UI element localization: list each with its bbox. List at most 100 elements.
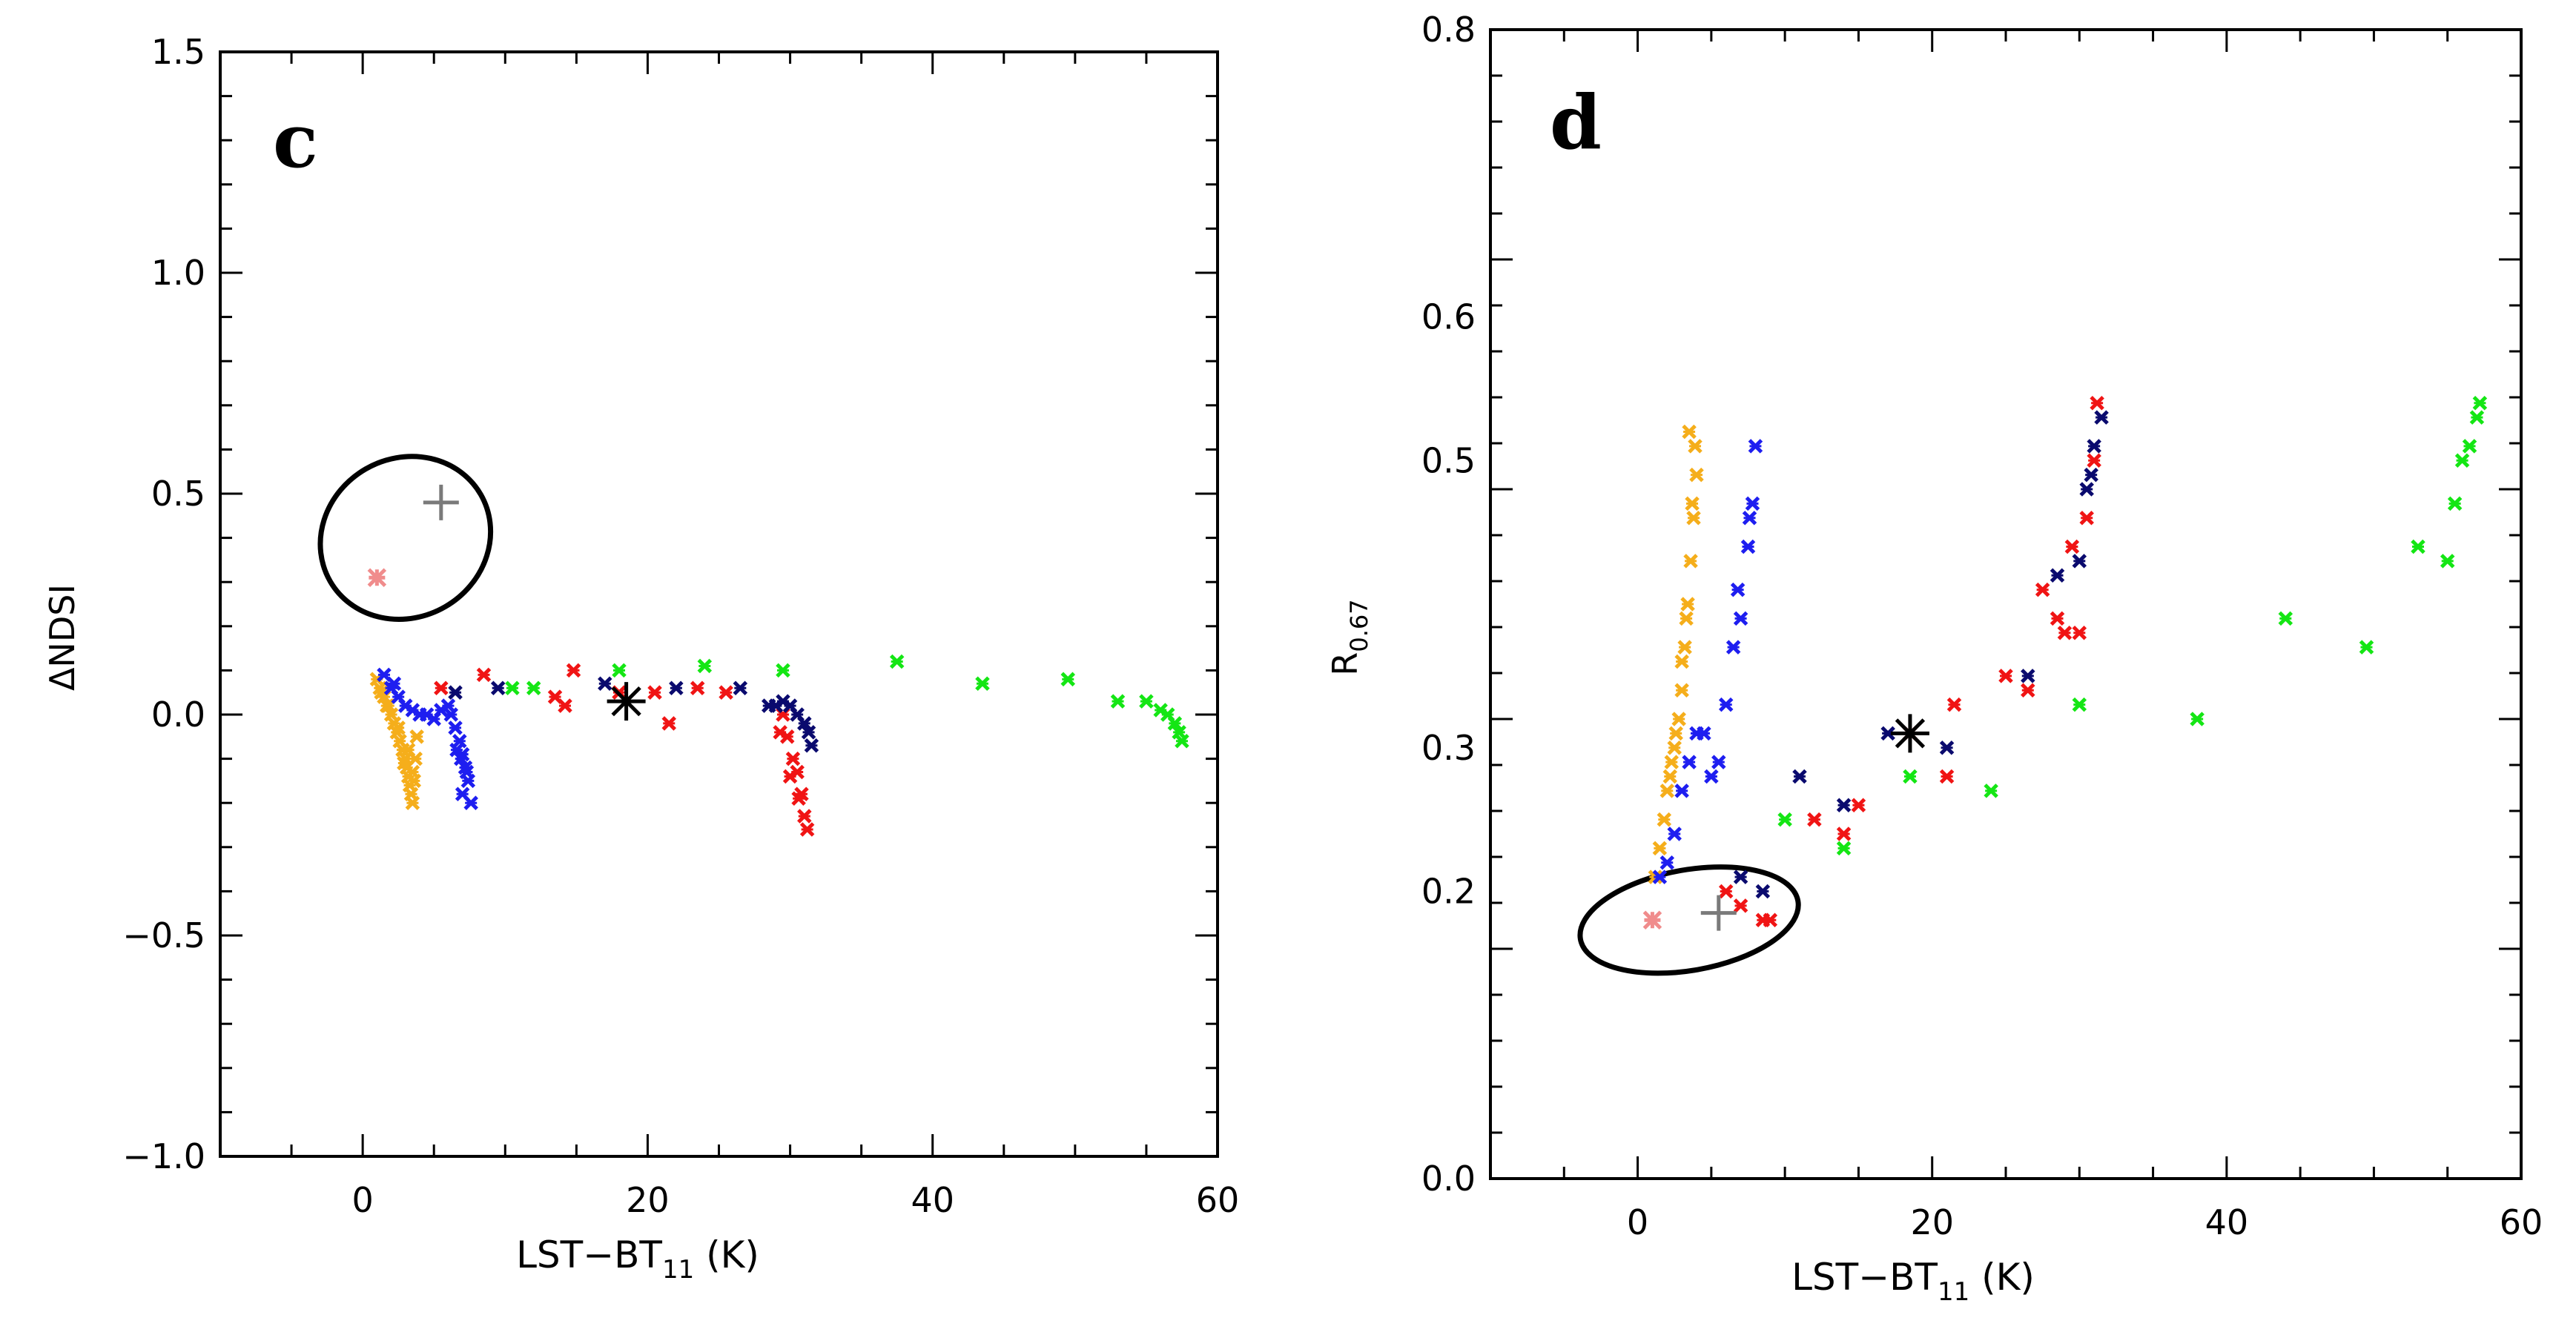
panel-d-point-orange [1686,510,1701,526]
panel-c-point-pink [367,568,387,588]
panel-c-point-red [799,822,815,837]
panel-d-point-green [2411,539,2425,554]
panel-d-point-orange [1682,424,1697,440]
panel-c-xlabel-sub: 11 [662,1255,694,1285]
panel-d-point-gray [1700,895,1737,931]
panel-c-point-green [1139,694,1154,709]
panel-d-point-orange [1659,784,1675,798]
panel-d-ytick-label: 0.6 [1421,297,1476,337]
panel-d-point-green [2469,410,2485,425]
panel-c-point-red [785,751,801,766]
panel-d-point-red [2035,582,2050,597]
panel-c-point-red [476,667,492,683]
panel-c-point-green [1175,733,1189,749]
panel-d-point-blue [1745,496,1760,511]
panel-d-ellipse-highlight [1577,864,1801,976]
panel-c-series-blue [377,667,478,810]
panel-d-point-red [2064,539,2080,554]
panel-d-point-green [2447,496,2463,511]
panel-d-point-green [1836,841,1852,856]
panel-c-point-blue [459,764,475,780]
panel-d-series-blue [1652,439,1763,884]
panel-d-point-blue [1711,755,1726,769]
panel-c-point-green [1167,716,1183,731]
panel-d-label: d [1550,79,1602,166]
panel-c-point-green [889,654,905,669]
panel-c-point-blue [455,786,470,802]
panel-d-point-red [1939,769,1955,784]
panel-d-point-navy [2072,554,2087,569]
panel-c-point-green [1060,672,1076,687]
panel-c-point-navy [804,738,819,753]
panel-d-series-pink [1642,910,1662,930]
panel-c-xtick-label: 40 [911,1180,954,1220]
panel-c-series-pink [367,568,387,588]
panel-d-point-blue [1667,826,1682,841]
panel-c-point-red [690,680,705,696]
panel-d-point-red [1998,669,2013,683]
panel-d-xtick-label: 0 [1627,1202,1648,1242]
panel-c-point-red [434,680,449,696]
panel-d-point-red [1851,798,1866,813]
panel-d-point-black [1890,714,1929,753]
panel-d-point-blue [1718,697,1734,712]
panel-d-point-orange [1652,841,1668,856]
panel-c-point-green [1110,694,1126,709]
panel-d-point-red [2087,453,2101,468]
panel-c-point-navy [669,680,684,696]
panel-d-ylabel-main: R [1325,652,1365,676]
panel-d-xtick-label: 60 [2500,1202,2543,1242]
panel-d-frame [1489,28,2523,1180]
panel-c-point-orange [397,755,412,771]
panel-d-point-blue [1725,640,1741,655]
panel-d-point-blue [1740,539,1756,554]
panel-c-point-green [697,658,713,674]
panel-d-xtick-label: 20 [1910,1202,1954,1242]
panel-c: c ΔNDSI LST−BT11 (K) 0 20 40 60 −1.0 −0.5 0.0 0… [42,32,1239,1285]
panel-d-ytick-label: 0.0 [1421,1159,1476,1199]
panel-c-series-green [505,654,1189,749]
panel-d-xtick-label: 40 [2205,1202,2249,1242]
panel-c-point-red [719,685,733,700]
panel-c-series-gray [423,484,459,520]
panel-d-point-blue [1704,769,1719,784]
panel-d-point-navy [1733,869,1748,884]
panel-c-point-red [566,663,581,678]
panel-c-point-green [505,680,520,696]
panel-d-point-navy [2094,410,2109,425]
panel-d-point-red [1718,884,1734,899]
panel-d-point-red [1733,898,1748,913]
panel-d-point-blue [1674,784,1689,798]
panel-c-point-red [791,791,806,806]
panel-d-point-navy [2079,482,2094,497]
panel-c-point-orange [405,795,420,810]
panel-d-point-blue [1659,855,1675,870]
panel-d-point-navy [2087,439,2101,454]
panel-c-point-navy [801,725,816,740]
panel-d-point-green [2190,712,2205,726]
panel-c-label: c [273,97,318,185]
panel-d-point-green [2454,453,2470,468]
panel-d-point-navy [1836,798,1852,813]
panel-d-point-orange [1657,812,1672,827]
panel-c-point-blue [449,742,464,758]
panel-d-point-green [2472,395,2488,411]
panel-d: d R0.67 LST−BT11 (K) 0 20 40 60 0.0 0.2 0.3 0.5… [1325,10,2543,1307]
panel-d-point-orange [1674,654,1689,669]
panel-c-point-navy [490,680,506,696]
panel-c-point-blue [443,707,459,722]
panel-c-xlabel: LST−BT11 (K) [516,1233,759,1285]
panel-d-point-orange [1688,439,1703,454]
panel-c-ytick-label: −1.0 [122,1136,205,1176]
panel-d-point-red [1836,826,1852,841]
panel-c-ytick-label: 0.5 [151,474,205,514]
panel-c-series-red [434,663,815,837]
panel-d-point-orange [1674,683,1689,698]
panel-d-point-navy [2084,467,2098,483]
panel-d-ytick-label: 0.3 [1421,728,1476,768]
panel-d-point-red [2057,625,2073,640]
panel-c-xlabel-unit: (K) [706,1233,759,1276]
panel-c-frame [219,50,1219,1158]
panel-d-point-pink [1642,910,1662,930]
